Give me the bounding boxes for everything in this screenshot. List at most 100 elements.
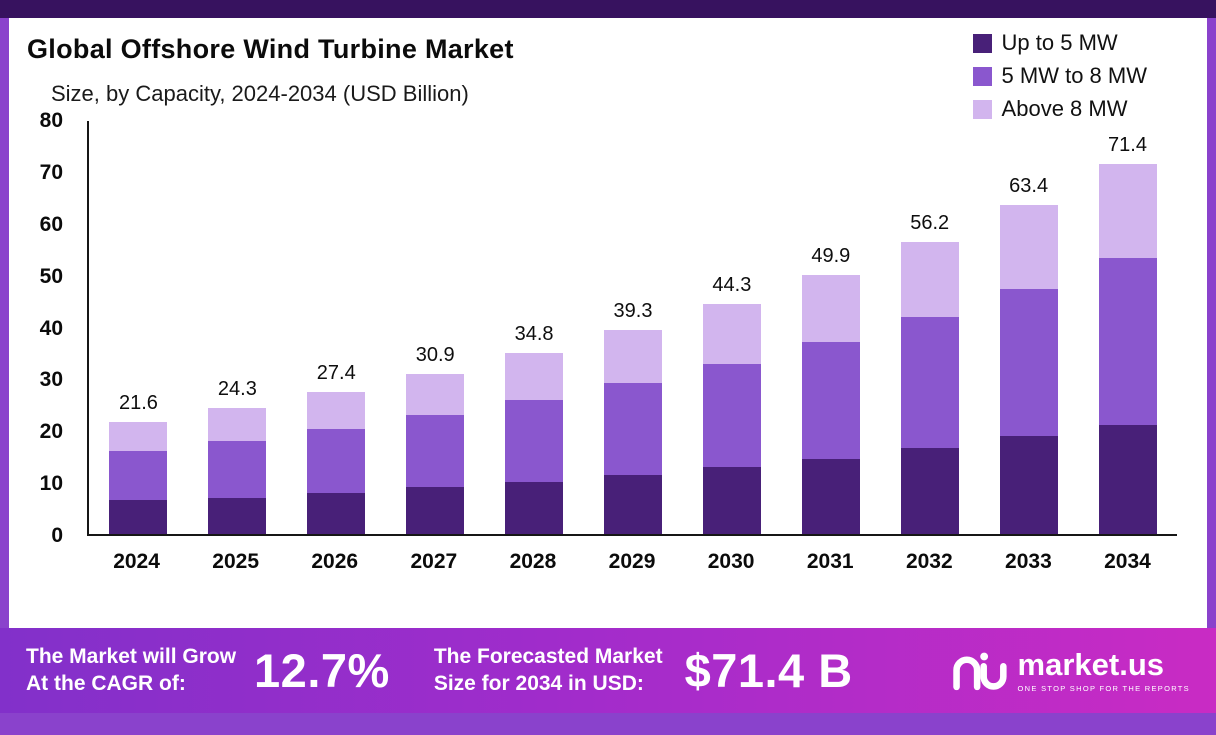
forecast-label: The Forecasted Market Size for 2034 in U… [434,644,663,697]
bar-2028: 34.8 [485,121,584,534]
bar-segment [406,414,465,488]
bar-total-label: 39.3 [613,300,653,323]
page-subtitle: Size, by Capacity, 2024-2034 (USD Billio… [51,81,469,106]
bar-total-label: 63.4 [1009,175,1049,198]
y-tick-label: 20 [39,420,63,444]
bar-2032: 56.2 [880,121,979,534]
bar-segment [603,330,662,384]
bar-stack [505,353,564,534]
bar-segment [999,289,1058,437]
x-axis-label: 2032 [905,550,953,573]
chart-region: 0 10 20 30 40 50 60 70 80 21.6 24.3 27.4 30.9 34.8 39… [9,109,1177,574]
bar-total-label: 24.3 [217,377,257,400]
bar-segment [1098,163,1157,259]
bar-segment [505,400,564,483]
forecast-value: $71.4 B [684,644,853,697]
bar-segment [307,492,366,534]
legend-swatch [972,66,992,86]
bar-2030: 44.3 [682,121,781,534]
bar-segment [999,436,1058,534]
bar-stack [801,275,860,534]
chart-panel: Global Offshore Wind Turbine Market Size… [9,18,1207,628]
plot-area: 21.6 24.3 27.4 30.9 34.8 39.3 44.3 49.9 56.2 63.4… [87,121,1177,536]
bar-total-label: 30.9 [415,343,455,366]
bar-segment [109,500,168,534]
bar-segment [603,383,662,476]
bar-segment [208,440,267,498]
bar-segment [702,304,761,364]
marketus-logo-icon [952,652,1007,690]
bar-total-label: 34.8 [514,323,554,346]
y-tick-label: 40 [39,316,63,340]
x-axis-label: 2030 [707,550,755,573]
bar-2029: 39.3 [584,121,683,534]
bar-total-label: 27.4 [316,361,356,384]
y-tick-label: 80 [39,109,63,132]
brand-name: market.us [1017,646,1164,682]
legend-item: Up to 5 MW [972,30,1147,56]
bar-segment [900,316,959,449]
bar-segment [505,482,564,534]
bar-segment [801,458,860,534]
x-axis-label: 2034 [1104,550,1151,573]
bar-segment [307,391,366,430]
bar-segment [406,373,465,415]
legend-label: Above 8 MW [1001,96,1128,121]
bar-stack [406,373,465,534]
bar-segment [406,487,465,534]
cagr-label-line1: The Market will Grow [26,645,237,669]
x-axis-label: 2031 [806,550,854,573]
bar-total-label: 49.9 [811,245,851,268]
brand-block: market.us ONE STOP SHOP FOR THE REPORTS [950,649,1190,693]
bar-stack [109,421,168,534]
x-axis-label: 2028 [509,550,557,573]
bar-stack [999,205,1058,534]
forecast-label-line1: The Forecasted Market [433,645,663,669]
bar-segment [999,205,1058,290]
bar-2024: 21.6 [89,121,188,534]
bar-total-label: 44.3 [712,274,752,297]
bar-total-label: 56.2 [910,212,950,235]
bar-segment [603,475,662,534]
bar-total-label: 21.6 [118,391,158,414]
bar-segment [900,242,959,317]
bar-segment [208,407,267,441]
bar-2026: 27.4 [287,121,386,534]
top-border-bar [0,0,1216,18]
legend-swatch [972,33,992,53]
bar-segment [307,429,366,493]
forecast-label-line2: Size for 2034 in USD: [433,671,644,695]
bar-segment [109,421,168,451]
bar-stack [702,304,761,534]
bar-stack [900,242,959,534]
x-axis-label: 2026 [311,550,359,573]
bar-segment [702,363,761,467]
bar-stack [307,391,366,534]
bar-2031: 49.9 [781,121,880,534]
y-axis: 0 10 20 30 40 50 60 70 80 [9,109,77,547]
x-axis: 2024 2025 2026 2027 2028 2029 2030 2031 2032 2033… [87,536,1177,574]
x-axis-label: 2024 [113,550,160,573]
bar-stack [1098,163,1157,534]
legend-item: 5 MW to 8 MW [972,63,1147,89]
x-axis-label: 2033 [1005,550,1052,573]
bar-segment [505,353,564,401]
bar-total-label: 71.4 [1108,133,1147,156]
cagr-value: 12.7% [254,644,390,697]
y-tick-label: 60 [39,212,63,236]
bottom-border-bar [0,713,1216,735]
y-tick-label: 70 [39,160,63,184]
legend-item: Above 8 MW [972,96,1147,122]
bar-stack [603,330,662,534]
x-axis-label: 2027 [410,550,458,573]
bar-segment [1098,258,1157,426]
bar-segment [702,466,761,534]
bar-2025: 24.3 [188,121,287,534]
bottom-banner: The Market will Grow At the CAGR of: 12.… [0,628,1216,713]
bar-2027: 30.9 [386,121,485,534]
legend-swatch [972,99,992,119]
bar-stack [208,407,267,534]
bar-2034: 71.4 [1078,121,1177,534]
bar-segment [208,497,267,534]
chart-legend: Up to 5 MW 5 MW to 8 MW Above 8 MW [972,30,1147,122]
